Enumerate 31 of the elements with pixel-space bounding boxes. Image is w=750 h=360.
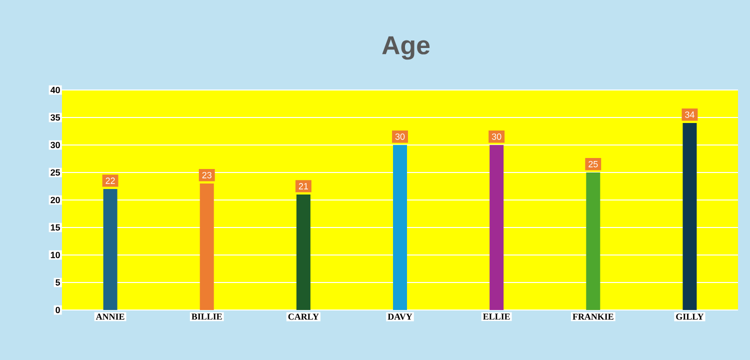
data-label: 23 — [202, 172, 212, 178]
x-tick-label: ELLIE — [483, 314, 510, 320]
chart-title: Age — [382, 36, 430, 60]
y-tick-label: 25 — [50, 169, 60, 176]
y-tick-label: 40 — [50, 86, 60, 94]
x-tick-label: BILLIE — [192, 314, 222, 320]
y-tick-label: 20 — [50, 196, 60, 204]
y-tick-label: 35 — [50, 114, 60, 121]
x-tick-label: DAVY — [388, 314, 412, 320]
data-label: 22 — [106, 178, 115, 184]
bar — [103, 189, 118, 310]
bar — [393, 145, 408, 310]
x-tick-label: CARLY — [288, 314, 319, 320]
bar — [586, 172, 600, 310]
data-label: 30 — [395, 133, 405, 140]
y-tick-label: 0 — [56, 306, 60, 314]
data-label: 25 — [588, 160, 598, 168]
data-label: 30 — [492, 133, 502, 140]
data-label: 21 — [298, 183, 308, 190]
y-tick-label: 30 — [50, 142, 60, 148]
bar — [296, 194, 310, 310]
bar — [682, 123, 697, 310]
y-tick-label: 15 — [50, 224, 60, 231]
x-tick-label: GILLY — [676, 314, 704, 320]
data-label: 34 — [685, 111, 694, 118]
y-tick-label: 10 — [50, 252, 60, 258]
bar — [200, 184, 214, 310]
y-tick-label: 5 — [56, 279, 60, 286]
bar — [490, 145, 504, 310]
x-tick-label: ANNIE — [96, 314, 124, 320]
x-tick-label: FRANKIE — [572, 314, 614, 320]
